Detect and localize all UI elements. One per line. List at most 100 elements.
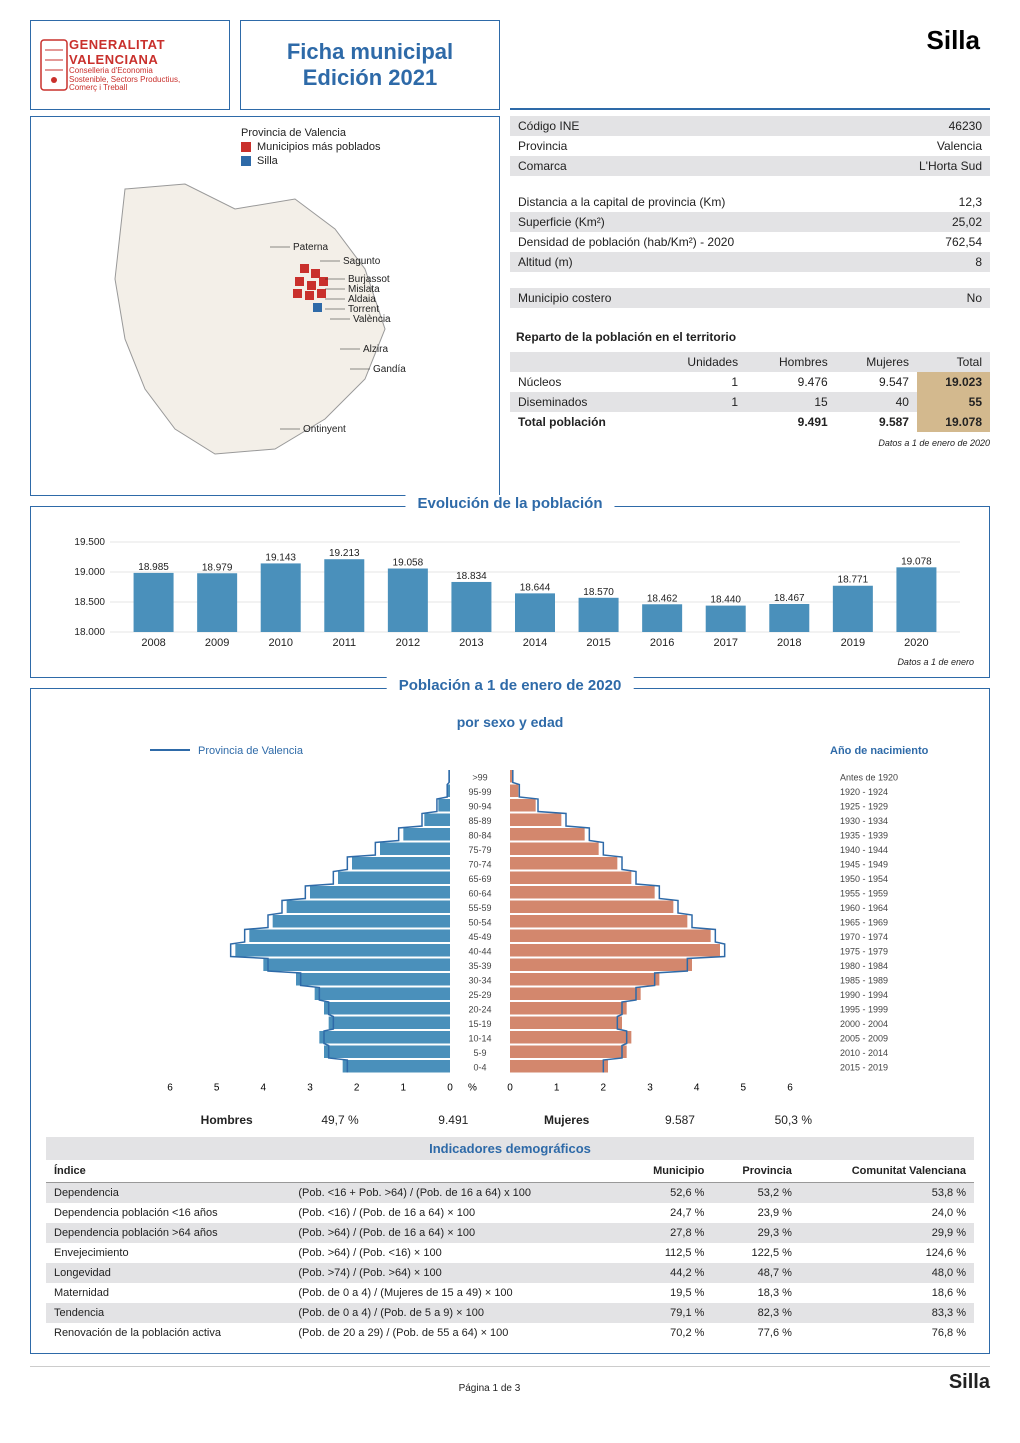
svg-text:1995 - 1999: 1995 - 1999 <box>840 1005 888 1015</box>
svg-text:18.979: 18.979 <box>202 562 233 573</box>
evo-bar <box>896 567 936 632</box>
evolution-title: Evolución de la población <box>405 495 614 512</box>
pyr-bar-f <box>510 1002 627 1015</box>
info-label: Altitud (m) <box>510 252 870 272</box>
ind-cell: 82,3 % <box>712 1303 800 1323</box>
svg-text:1920 - 1924: 1920 - 1924 <box>840 787 888 797</box>
ind-cell: 29,3 % <box>712 1223 800 1243</box>
title-line2: Edición 2021 <box>303 65 438 91</box>
city-label: Sagunto <box>343 256 381 267</box>
ind-cell: 53,8 % <box>800 1183 974 1204</box>
indicators-table: ÍndiceMunicipioProvinciaComunitat Valenc… <box>46 1160 974 1343</box>
ind-cell: 18,3 % <box>712 1283 800 1303</box>
svg-text:1985 - 1989: 1985 - 1989 <box>840 976 888 986</box>
info-value: L'Horta Sud <box>870 156 990 176</box>
pyr-bar-f <box>510 872 631 885</box>
ind-cell: 29,9 % <box>800 1223 974 1243</box>
pyr-bar-m <box>438 799 450 812</box>
svg-text:Provincia de Valencia: Provincia de Valencia <box>198 745 304 757</box>
ind-cell: (Pob. >74) / (Pob. >64) × 100 <box>290 1263 622 1283</box>
info-value: 762,54 <box>870 232 990 252</box>
svg-text:25-29: 25-29 <box>468 990 491 1000</box>
ind-row: Dependencia población >64 años(Pob. >64)… <box>46 1223 974 1243</box>
svg-text:1940 - 1944: 1940 - 1944 <box>840 845 888 855</box>
svg-text:2005 - 2009: 2005 - 2009 <box>840 1034 888 1044</box>
ind-cell: 24,0 % <box>800 1203 974 1223</box>
pyr-bar-f <box>510 843 599 856</box>
title-box: Ficha municipal Edición 2021 <box>240 20 500 110</box>
mujeres-pct: 50,3 % <box>737 1113 850 1127</box>
info-label: Distancia a la capital de provincia (Km) <box>510 192 870 212</box>
info-value: 8 <box>870 252 990 272</box>
indicators-title: Indicadores demográficos <box>46 1137 974 1160</box>
svg-text:Año de nacimiento: Año de nacimiento <box>830 745 929 757</box>
pyr-bar-m <box>380 843 450 856</box>
pyr-bar-f <box>510 828 585 841</box>
pyr-bar-m <box>324 1046 450 1059</box>
info-label: Densidad de población (hab/Km²) - 2020 <box>510 232 870 252</box>
pyr-bar-m <box>310 886 450 899</box>
ind-row: Tendencia(Pob. de 0 a 4) / (Pob. de 5 a … <box>46 1303 974 1323</box>
municipality-header: Silla <box>510 20 990 110</box>
pyr-bar-m <box>324 1002 450 1015</box>
svg-text:2009: 2009 <box>205 637 229 649</box>
svg-text:50-54: 50-54 <box>468 918 491 928</box>
info-label: Comarca <box>510 156 870 176</box>
gv-line2: VALENCIANA <box>69 52 180 67</box>
ind-cell: 44,2 % <box>622 1263 712 1283</box>
reparto-row: Total población9.4919.58719.078 <box>510 412 990 432</box>
ind-cell: Dependencia población <16 años <box>46 1203 290 1223</box>
reparto-cell: Total población <box>510 412 654 432</box>
page-number: Página 1 de 3 <box>459 1383 521 1394</box>
svg-text:2015: 2015 <box>586 637 610 649</box>
ind-cell: (Pob. <16) / (Pob. de 16 a 64) × 100 <box>290 1203 622 1223</box>
reparto-note: Datos a 1 de enero de 2020 <box>510 438 990 448</box>
svg-text:18.985: 18.985 <box>138 562 169 573</box>
ind-cell: Longevidad <box>46 1263 290 1283</box>
svg-text:18.570: 18.570 <box>583 587 614 598</box>
evo-bar <box>769 604 809 632</box>
pyr-bar-m <box>315 988 450 1001</box>
svg-text:5-9: 5-9 <box>473 1048 486 1058</box>
svg-text:45-49: 45-49 <box>468 932 491 942</box>
svg-text:19.143: 19.143 <box>265 552 296 563</box>
svg-text:2017: 2017 <box>713 637 737 649</box>
svg-text:>99: >99 <box>472 773 487 783</box>
info-row: ComarcaL'Horta Sud <box>510 156 990 176</box>
legend-sq-blue <box>241 156 251 166</box>
ind-cell: 77,6 % <box>712 1323 800 1343</box>
svg-text:2013: 2013 <box>459 637 483 649</box>
svg-text:0-4: 0-4 <box>473 1063 486 1073</box>
reparto-cell: 9.587 <box>836 412 917 432</box>
pyr-bar-f <box>510 915 687 928</box>
svg-text:90-94: 90-94 <box>468 802 491 812</box>
pyr-bar-f <box>510 1046 627 1059</box>
gv-logo-box: GENERALITAT VALENCIANA Conselleria d'Eco… <box>30 20 230 110</box>
info-label: Código INE <box>510 116 870 136</box>
pyr-bar-f <box>510 814 561 827</box>
svg-text:2000 - 2004: 2000 - 2004 <box>840 1019 888 1029</box>
pyr-bar-f <box>510 959 692 972</box>
svg-text:10-14: 10-14 <box>468 1034 491 1044</box>
hombres-pct: 49,7 % <box>283 1113 396 1127</box>
info-table-1: Código INE46230ProvinciaValenciaComarcaL… <box>510 116 990 176</box>
hombres-label: Hombres <box>201 1113 253 1127</box>
svg-text:35-39: 35-39 <box>468 961 491 971</box>
page-footer: Página 1 de 3 Silla <box>30 1366 990 1394</box>
city-label: Ontinyent <box>303 424 346 435</box>
hombres-n: 9.491 <box>397 1113 510 1127</box>
pyr-bar-m <box>319 1031 450 1044</box>
reparto-header: Hombres <box>746 352 836 372</box>
svg-text:19.078: 19.078 <box>901 556 932 567</box>
svg-text:6: 6 <box>167 1083 173 1094</box>
svg-text:18.834: 18.834 <box>456 571 487 582</box>
svg-text:18.440: 18.440 <box>710 595 741 606</box>
title-line1: Ficha municipal <box>287 39 453 65</box>
pyr-bar-f <box>510 799 536 812</box>
ind-cell: 53,2 % <box>712 1183 800 1204</box>
ind-header: Índice <box>46 1160 290 1183</box>
svg-text:18.771: 18.771 <box>838 575 869 586</box>
ind-cell: 112,5 % <box>622 1243 712 1263</box>
reparto-cell: 1 <box>654 372 746 392</box>
reparto-cell: 9.476 <box>746 372 836 392</box>
